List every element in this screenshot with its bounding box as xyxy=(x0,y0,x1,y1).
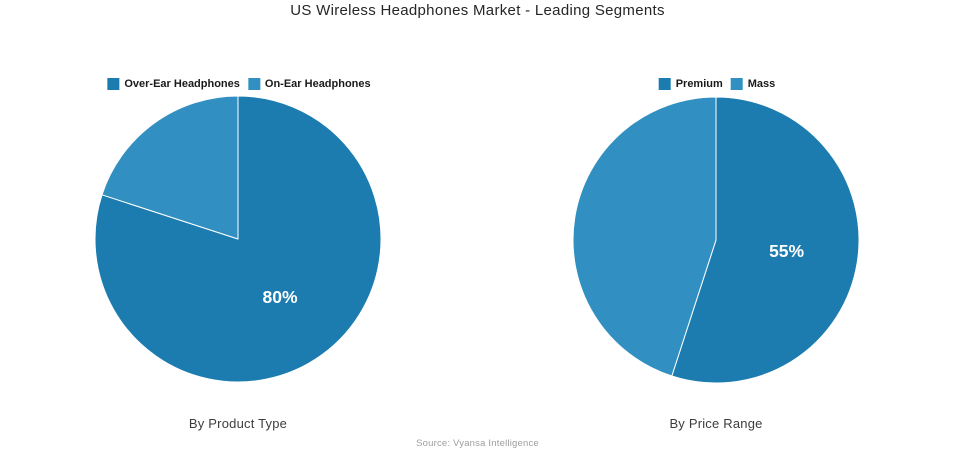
legend-swatch-icon xyxy=(730,78,743,90)
legend-label: Mass xyxy=(747,78,776,90)
legend-item-over-ear-headphones[interactable]: Over-Ear Headphones xyxy=(107,78,240,90)
legend-swatch-icon xyxy=(107,78,120,90)
legend-item-mass[interactable]: Mass xyxy=(730,78,776,90)
slice-value-label: 55% xyxy=(769,241,804,261)
legend-price-range: Premium Mass xyxy=(658,78,776,90)
legend-swatch-icon xyxy=(247,78,260,90)
source-attribution: Source: Vyansa Intelligence xyxy=(416,438,539,449)
legend-label: Premium xyxy=(675,78,723,90)
pie-caption-product-type: By Product Type xyxy=(188,416,288,431)
pie-slice-mass[interactable] xyxy=(572,96,717,377)
chart-title: US Wireless Headphones Market - Leading … xyxy=(290,2,665,19)
legend-item-premium[interactable]: Premium xyxy=(658,78,723,90)
legend-product-type: Over-Ear Headphones On-Ear Headphones xyxy=(107,78,371,90)
slice-value-label: 80% xyxy=(262,287,297,307)
pie-chart-product-type: 80% xyxy=(94,95,382,383)
legend-swatch-icon xyxy=(658,78,671,90)
legend-label: Over-Ear Headphones xyxy=(124,78,240,90)
legend-item-on-ear-headphones[interactable]: On-Ear Headphones xyxy=(247,78,371,90)
pie-slice-premium[interactable] xyxy=(671,96,860,384)
pie-slice-on-ear-headphones[interactable] xyxy=(101,95,239,240)
legend-label: On-Ear Headphones xyxy=(264,78,371,90)
pie-caption-price-range: By Price Range xyxy=(669,416,763,431)
pie-chart-price-range: 55% xyxy=(572,96,860,384)
